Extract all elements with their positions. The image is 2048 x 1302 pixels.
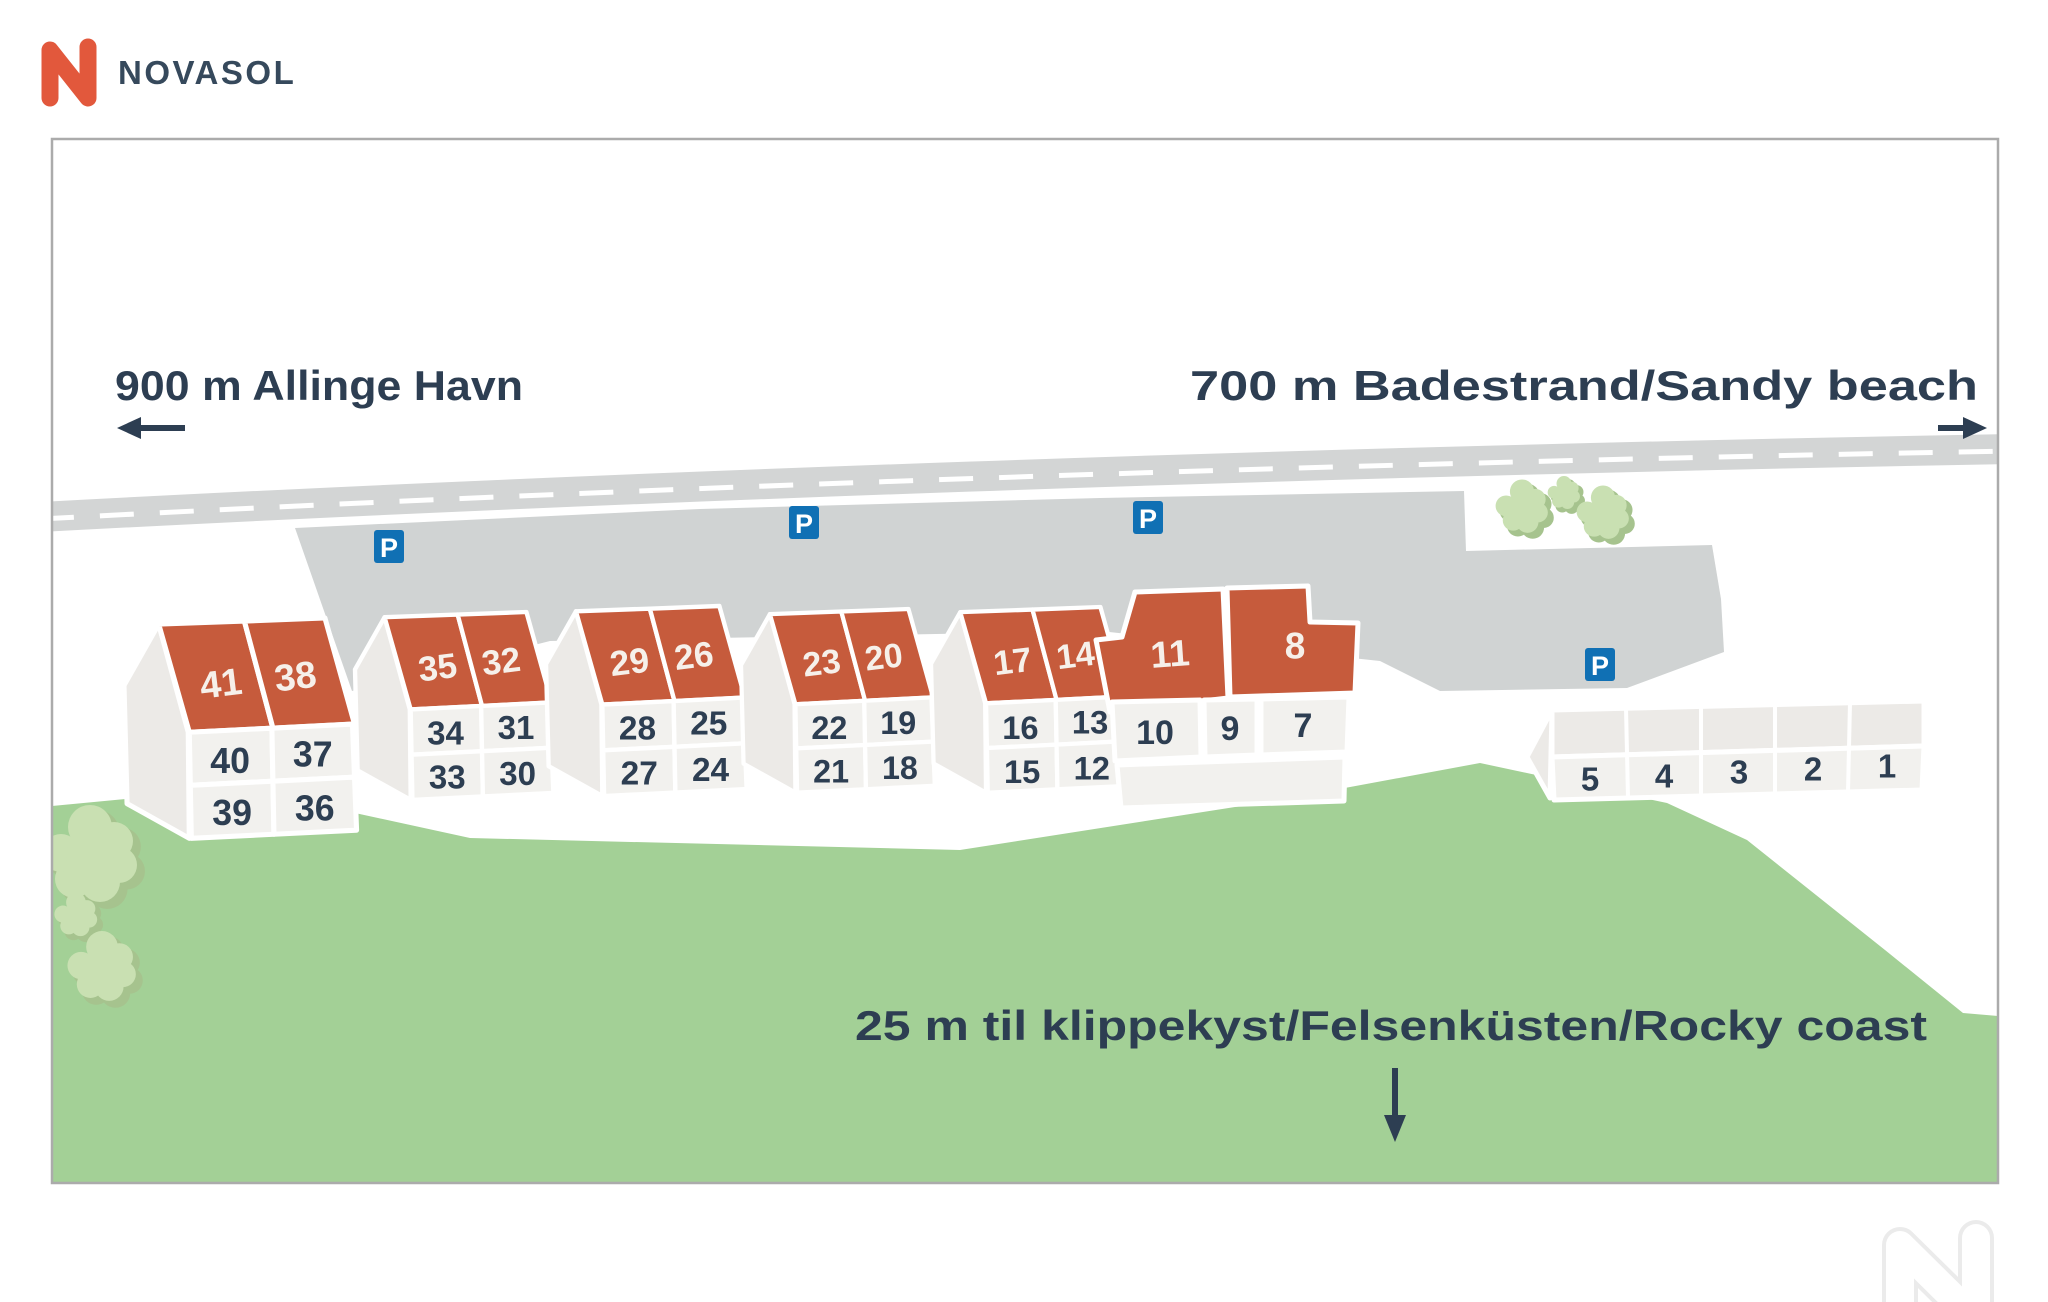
svg-text:37: 37 [293, 735, 333, 775]
parking-sign-1: P [374, 530, 404, 563]
svg-text:7: 7 [1294, 707, 1313, 745]
brand-header: NOVASOL [38, 34, 296, 112]
svg-text:13: 13 [1072, 704, 1108, 741]
svg-text:34: 34 [427, 715, 464, 752]
svg-text:24: 24 [692, 752, 730, 789]
arrow-left-icon [117, 417, 185, 439]
watermark-n-icon [1882, 1220, 1994, 1302]
svg-text:9: 9 [1221, 710, 1240, 748]
svg-text:41: 41 [198, 660, 245, 707]
svg-text:8: 8 [1285, 626, 1306, 667]
parking-sign-4: P [1585, 648, 1615, 681]
svg-text:40: 40 [210, 741, 250, 781]
svg-text:31: 31 [498, 710, 535, 747]
svg-text:27: 27 [621, 756, 658, 793]
green-meadow-area [52, 763, 1998, 1183]
svg-text:P: P [1139, 504, 1157, 534]
svg-text:21: 21 [813, 753, 849, 789]
svg-text:P: P [380, 533, 398, 563]
svg-text:16: 16 [1002, 709, 1038, 746]
svg-text:12: 12 [1074, 749, 1110, 786]
parking-sign-icon [1133, 501, 1163, 534]
svg-text:28: 28 [619, 711, 656, 748]
parking-lot-area [295, 491, 1724, 691]
svg-text:23: 23 [801, 642, 843, 684]
house-block-6: 11 8 10 9 7 [1093, 583, 1361, 811]
svg-text:36: 36 [295, 789, 335, 829]
svg-text:10: 10 [1136, 714, 1174, 752]
arrow-down-icon [1384, 1068, 1406, 1142]
map-frame-border [50, 137, 2000, 1185]
roof-unit [1224, 583, 1361, 700]
house-block-1: 41 38 40 37 39 36 [121, 615, 360, 841]
svg-text:35: 35 [416, 646, 459, 689]
svg-text:P: P [1591, 651, 1609, 681]
svg-text:1: 1 [1878, 748, 1896, 785]
brand-wordmark: NOVASOL [118, 54, 297, 91]
parking-sign-icon [1585, 648, 1615, 681]
svg-text:20: 20 [863, 636, 905, 678]
svg-text:15: 15 [1004, 753, 1040, 790]
svg-text:26: 26 [672, 634, 716, 677]
facade-unit [479, 745, 556, 799]
svg-text:29: 29 [608, 641, 652, 684]
facade-unit [1201, 696, 1260, 760]
parking-sign-2: P [789, 506, 819, 539]
house-block-5: 17 14 16 13 15 12 [928, 604, 1130, 795]
arrow-right-icon [1938, 417, 1987, 439]
parking-sign-icon [789, 506, 819, 539]
label-coast-distance: 25 m til klippekyst/Felsenküsten/Rocky c… [855, 1002, 1927, 1049]
svg-text:38: 38 [272, 653, 319, 700]
facade-strip [1114, 754, 1348, 811]
facade-unit [1258, 694, 1352, 758]
svg-text:19: 19 [880, 705, 916, 741]
svg-text:3: 3 [1730, 754, 1748, 791]
facade-unit [672, 741, 749, 795]
facade-unit [1109, 697, 1204, 764]
roof-unit [1093, 586, 1231, 715]
svg-text:22: 22 [811, 710, 847, 746]
svg-text:14: 14 [1054, 635, 1097, 677]
facade-unit [862, 739, 937, 792]
road [52, 434, 1998, 532]
facade-unit [270, 774, 360, 837]
svg-text:25: 25 [690, 705, 727, 742]
label-beach-distance: 700 m Badestrand/Sandy beach [1190, 362, 1978, 409]
terrace-row: 5 4 3 2 1 [1524, 698, 1927, 803]
parking-sign-icon [374, 530, 404, 563]
label-harbor-distance: 900 m Allinge Havn [115, 362, 523, 409]
svg-text:2: 2 [1804, 751, 1822, 788]
terrace-facade [1549, 743, 1927, 803]
parking-sign-3: P [1133, 501, 1163, 534]
svg-text:11: 11 [1149, 632, 1191, 676]
house-block-4: 23 20 22 19 21 18 [738, 606, 937, 795]
svg-text:4: 4 [1655, 758, 1674, 795]
svg-text:18: 18 [882, 750, 918, 786]
svg-text:32: 32 [480, 640, 523, 683]
svg-text:5: 5 [1581, 761, 1599, 798]
house-block-2: 35 32 34 31 33 30 [352, 609, 556, 803]
trees-top-right [1495, 476, 1635, 545]
svg-text:P: P [795, 509, 813, 539]
novasol-logo-icon [41, 38, 97, 107]
svg-text:33: 33 [429, 760, 466, 797]
svg-text:17: 17 [991, 641, 1034, 683]
svg-text:30: 30 [499, 756, 536, 793]
house-block-3: 29 26 28 25 27 24 [543, 603, 749, 799]
svg-text:39: 39 [212, 793, 252, 833]
